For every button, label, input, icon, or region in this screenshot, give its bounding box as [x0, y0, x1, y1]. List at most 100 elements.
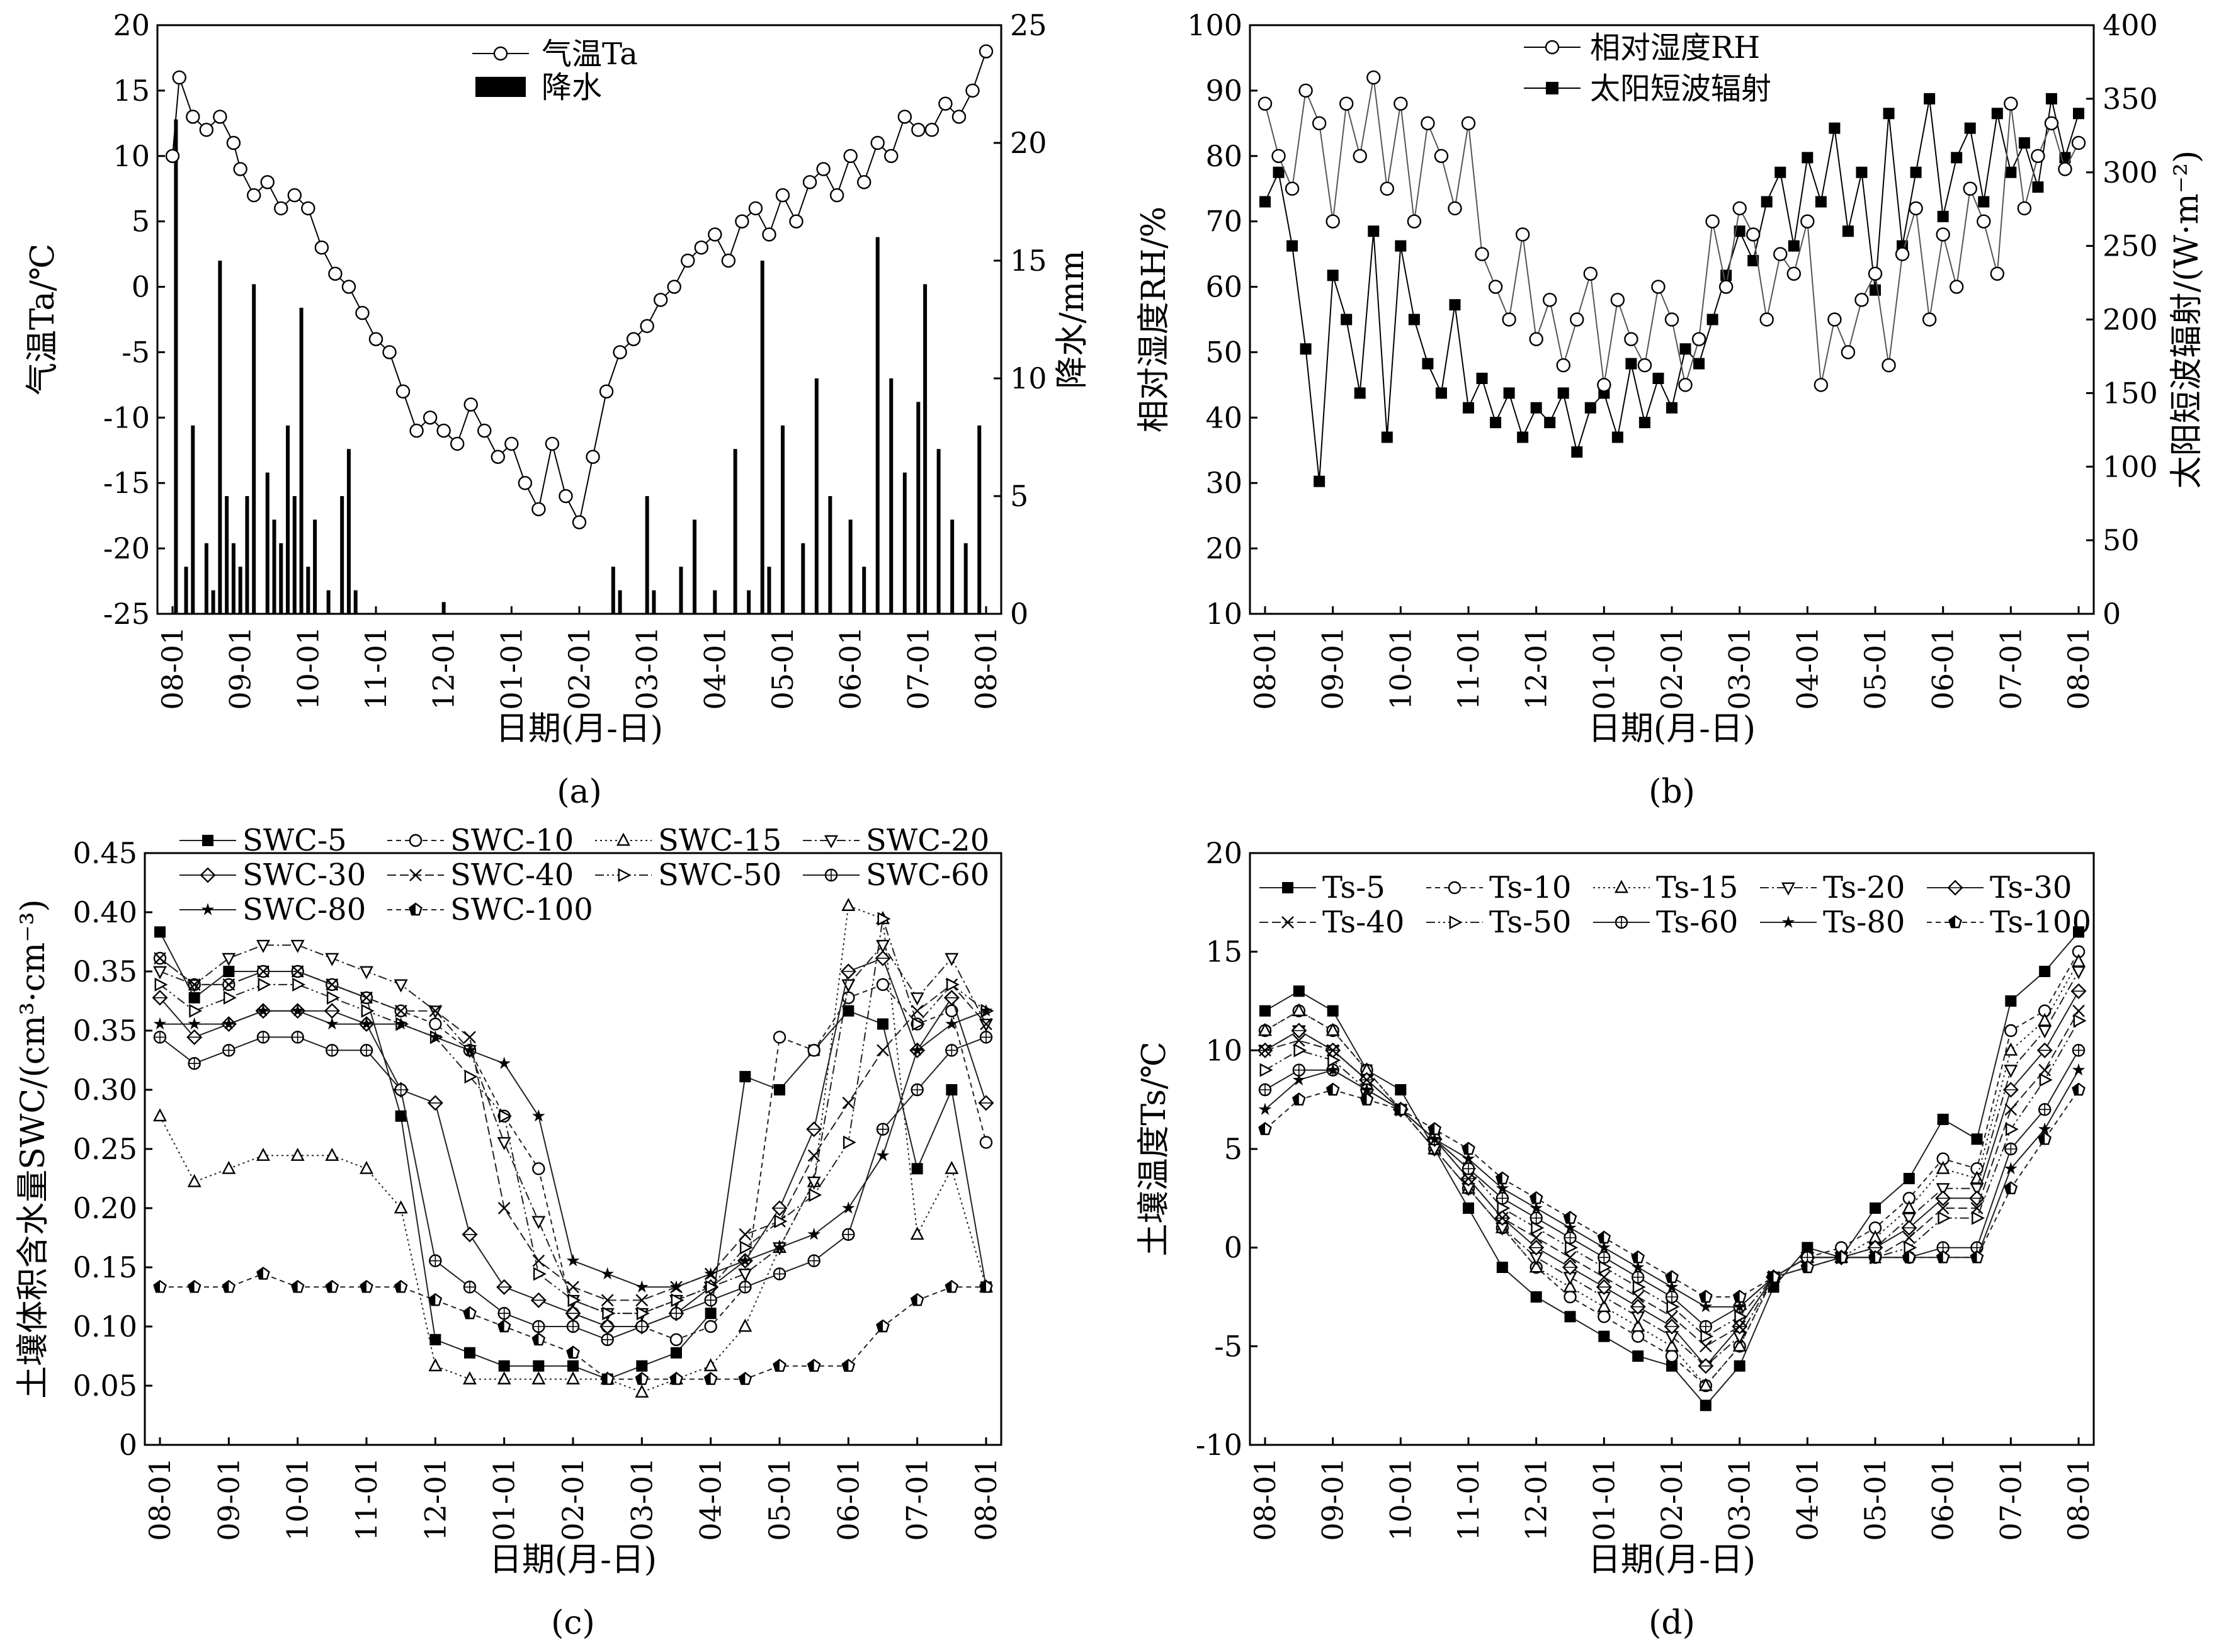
data-point — [222, 953, 236, 966]
data-point — [910, 992, 924, 1006]
rh-point — [1407, 214, 1422, 229]
data-point — [256, 1004, 270, 1017]
legend-label: Ts-80 — [1823, 905, 1905, 940]
rh-point — [1271, 149, 1286, 163]
data-point — [429, 1030, 442, 1043]
y-tick-label-right: 350 — [2103, 82, 2158, 116]
data-point — [671, 1347, 682, 1359]
air-temp-point — [721, 253, 736, 268]
radiation-point — [1638, 417, 1650, 429]
data-point — [1665, 1270, 1679, 1283]
legend-label: Ts-20 — [1823, 870, 1905, 905]
x-tick-label: 03-01 — [630, 626, 664, 710]
data-point — [806, 1121, 822, 1138]
data-point — [979, 1031, 993, 1044]
marker-pentagon-fill — [1700, 1291, 1706, 1303]
y-tick-label: 100 — [1187, 8, 1242, 42]
marker-x-stroke — [911, 1004, 924, 1017]
x-tick-label: 01-01 — [1587, 1457, 1621, 1541]
rh-point — [1380, 181, 1395, 196]
data-point — [497, 1319, 511, 1333]
data-point — [532, 1109, 545, 1122]
rh-point — [1515, 227, 1530, 242]
data-point — [567, 1293, 581, 1308]
data-point — [222, 978, 236, 991]
radiation-point — [1706, 314, 1718, 325]
data-point — [773, 1359, 786, 1372]
data-point — [1326, 1063, 1339, 1076]
data-point — [773, 1240, 786, 1253]
data-point — [2072, 966, 2086, 980]
precip-bar — [346, 449, 351, 614]
data-point — [912, 1017, 926, 1031]
air-temp-point — [260, 175, 275, 190]
data-point — [946, 977, 960, 992]
series-SWC-100 — [153, 1267, 993, 1385]
radiation-point — [2045, 93, 2057, 105]
radiation-point — [1964, 122, 1976, 134]
data-point — [1293, 985, 1305, 997]
x-tick-label: 01-01 — [494, 626, 528, 710]
data-point — [497, 1371, 511, 1384]
air-temp-point — [924, 123, 940, 137]
rh-point — [1759, 312, 1774, 327]
radiation-point — [1435, 387, 1447, 399]
legend-marker — [200, 867, 216, 883]
data-point — [464, 1070, 478, 1084]
precip-bar — [862, 567, 866, 614]
marker-pentagon-fill — [1734, 1291, 1740, 1303]
radiation-point — [1286, 240, 1298, 252]
data-point — [1732, 1289, 1747, 1303]
legend-label: Ts-100 — [1990, 905, 2091, 940]
x-tick-label: 04-01 — [1790, 1457, 1824, 1541]
data-point — [395, 1110, 407, 1122]
y-axis-title: 土壤体积含水量SWC/(cm³·cm⁻³) — [14, 899, 52, 1398]
marker-x-stroke — [635, 1294, 649, 1307]
data-point — [394, 1017, 407, 1030]
precip-bar — [767, 567, 771, 614]
precip-bar — [238, 567, 242, 614]
radiation-point — [2073, 108, 2084, 120]
data-point — [1428, 1132, 1441, 1145]
air-temp-point — [951, 110, 967, 124]
data-point — [2072, 1082, 2086, 1096]
legend-marker — [409, 869, 422, 881]
data-point — [1292, 1092, 1306, 1106]
marker-x-stroke — [409, 869, 422, 881]
legend-label: 降水 — [542, 70, 602, 105]
y-tick-label-right: 20 — [1010, 126, 1047, 160]
y-tick-label-right: 0 — [2103, 597, 2121, 631]
data-point — [809, 1188, 822, 1202]
legend-label: Ts-50 — [1489, 905, 1571, 940]
data-point — [1565, 1240, 1578, 1255]
data-point — [1766, 1270, 1781, 1283]
precip-bar — [252, 284, 256, 614]
series-line — [1264, 1089, 2079, 1298]
radiation-point — [1327, 269, 1339, 281]
x-tick-label: 08-01 — [2062, 626, 2096, 710]
radiation-point — [1341, 314, 1353, 325]
legend-label: SWC-5 — [242, 823, 347, 858]
y-tick-label: 0.05 — [73, 1369, 137, 1403]
precip-bar — [292, 496, 297, 614]
data-point — [807, 1176, 821, 1190]
air-temp-point — [802, 175, 817, 190]
rh-point — [1922, 312, 1937, 327]
legend-marker — [1615, 880, 1628, 893]
legend-marker — [824, 868, 838, 882]
data-point — [1732, 1338, 1747, 1352]
data-point — [532, 1320, 545, 1333]
data-point — [1700, 1400, 1712, 1412]
air-temp-point — [518, 476, 533, 490]
air-temp-point — [531, 502, 546, 516]
legend-marker — [409, 834, 423, 847]
radiation-point — [1747, 255, 1759, 266]
air-temp-point — [626, 332, 641, 346]
data-point — [324, 1003, 340, 1019]
panel-label: (a) — [557, 773, 602, 811]
x-tick-label: 04-01 — [694, 1457, 728, 1541]
y-tick-label: 60 — [1205, 270, 1242, 304]
precip-bar — [977, 425, 982, 614]
data-point — [153, 1108, 167, 1122]
data-point — [222, 1017, 236, 1030]
